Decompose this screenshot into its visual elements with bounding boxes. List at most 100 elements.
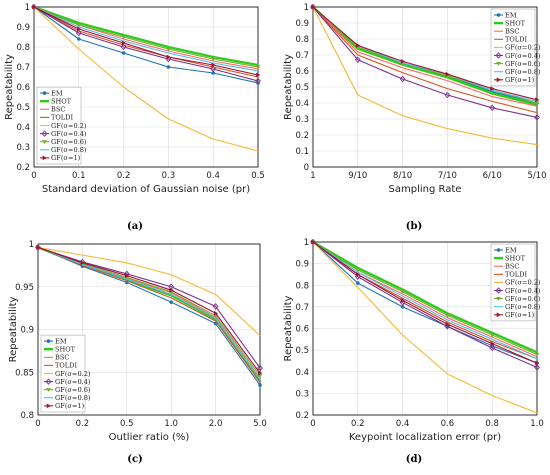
legend-marker-em-marker	[497, 248, 501, 252]
y-tick-label: 0.6	[295, 67, 309, 77]
y-tick-label: 0.6	[16, 83, 30, 93]
y-tick-label: 0.2	[295, 131, 309, 141]
legend-label: SHOT	[505, 19, 526, 27]
legend-marker-em-marker	[47, 339, 51, 343]
y-tick-label: 0.2	[16, 163, 30, 173]
y-axis-label: Repeatability	[283, 295, 294, 361]
y-tick-label: 0.4	[295, 368, 309, 378]
legend: EMSHOTBSCTOLDIGF(σ=0.2)GF(σ=0.4)GF(σ=0.6…	[37, 87, 87, 164]
x-tick-label: 1.0	[530, 419, 544, 429]
x-tick-label: 0	[31, 171, 36, 181]
legend-label: TOLDI	[51, 114, 73, 122]
legend-label: GF(σ=0.8)	[51, 146, 87, 154]
y-tick-label: 0.5	[295, 83, 309, 93]
legend-label: GF(σ=1)	[505, 311, 535, 319]
legend-label: GF(σ=1)	[51, 154, 81, 162]
y-tick-label: 0.4	[16, 123, 30, 133]
y-tick-label: 1	[29, 240, 34, 250]
x-tick-label: 0.1	[72, 171, 86, 181]
legend-label: SHOT	[505, 254, 526, 262]
legend-label: SHOT	[51, 98, 72, 106]
legend-label: BSC	[505, 28, 519, 36]
x-tick-label: 2.0	[209, 419, 223, 429]
y-tick-label: 0.8	[295, 281, 309, 291]
x-tick-label: 0.2	[351, 419, 365, 429]
x-tick-label: 0.2	[76, 419, 90, 429]
x-tick-label: 0.2	[117, 171, 131, 181]
y-tick-label: 0.7	[16, 63, 30, 73]
x-tick-label: 5.0	[253, 419, 267, 429]
x-tick-label: 0.4	[206, 171, 220, 181]
legend-label: GF(σ=1)	[55, 402, 85, 410]
legend-label: GF(σ=0.8)	[55, 394, 91, 402]
x-tick-label: 1.0	[164, 419, 178, 429]
y-tick-label: 0.7	[295, 303, 309, 313]
x-tick-label: 0	[310, 419, 315, 429]
legend: EMSHOTBSCTOLDIGF(σ=0.2)GF(σ=0.4)GF(σ=0.6…	[491, 244, 541, 321]
panel-label-a: (a)	[127, 221, 143, 232]
legend-label: EM	[505, 246, 517, 254]
y-tick-label: 0.9	[16, 23, 30, 33]
legend-label: GF(σ=0.6)	[51, 138, 87, 146]
y-tick-label: 0.4	[295, 99, 309, 109]
legend-label: GF(σ=0.2)	[505, 279, 541, 287]
y-tick-label: 1	[25, 3, 30, 13]
legend-label: GF(σ=0.4)	[505, 287, 541, 295]
x-axis-label: Standard deviation of Gaussian noise (pr…	[42, 184, 250, 195]
panel-label-d: (d)	[406, 454, 422, 465]
y-tick-label: 0.2	[295, 411, 309, 421]
y-tick-label: 1	[304, 3, 309, 13]
legend-label: GF(σ=0.4)	[505, 52, 541, 60]
legend: EMSHOTBSCTOLDIGF(σ=0.2)GF(σ=0.4)GF(σ=0.6…	[41, 335, 91, 412]
y-axis-label: Repeatability	[4, 54, 15, 120]
legend-label: GF(σ=0.8)	[505, 303, 541, 311]
x-tick-label: 9/10	[348, 171, 367, 181]
x-tick-label: 0	[35, 419, 40, 429]
panel-label-c: (c)	[127, 454, 143, 465]
y-axis-label: Repeatability	[8, 296, 19, 362]
y-tick-label: 0.9	[295, 260, 309, 270]
legend-marker-em-marker	[497, 13, 501, 17]
series-gf-sigma-0-4	[32, 4, 261, 83]
y-tick-label: 0.6	[295, 325, 309, 335]
legend-label: GF(σ=0.6)	[505, 60, 541, 68]
legend-label: GF(σ=0.4)	[51, 130, 87, 138]
y-tick-label: 0.8	[20, 411, 34, 421]
y-tick-label: 0.3	[295, 389, 309, 399]
legend-label: GF(σ=0.2)	[55, 370, 91, 378]
legend: EMSHOTBSCTOLDIGF(σ=0.2)GF(σ=0.4)GF(σ=0.6…	[491, 9, 541, 86]
y-tick-label: 0.9	[20, 326, 34, 336]
series-line-shot	[34, 7, 258, 65]
legend-label: GF(σ=0.4)	[55, 378, 91, 386]
x-axis-label: Sampling Rate	[389, 184, 462, 195]
x-tick-label: 0.5	[251, 171, 265, 181]
y-axis-label: Repeatability	[283, 54, 294, 120]
y-tick-label: 0.85	[15, 368, 34, 378]
legend-label: GF(σ=0.8)	[505, 68, 541, 76]
legend-label: TOLDI	[505, 36, 527, 44]
x-tick-label: 7/10	[438, 171, 457, 181]
y-tick-label: 0.8	[16, 43, 30, 53]
y-tick-label: 0.3	[16, 143, 30, 153]
y-tick-label: 0	[304, 163, 309, 173]
y-tick-label: 0.95	[15, 283, 34, 293]
x-tick-label: 1	[310, 171, 315, 181]
y-tick-label: 1	[304, 238, 309, 248]
legend-label: EM	[51, 89, 63, 97]
panel-label-b: (b)	[406, 221, 422, 232]
x-tick-label: 0.8	[485, 419, 499, 429]
x-axis-label: Keypoint localization error (pr)	[349, 432, 501, 443]
legend-label: GF(σ=0.6)	[505, 295, 541, 303]
x-tick-label: 0.5	[120, 419, 134, 429]
x-tick-label: 5/10	[527, 171, 546, 181]
legend-label: EM	[505, 11, 517, 19]
legend-label: TOLDI	[55, 362, 77, 370]
legend-label: BSC	[55, 354, 69, 362]
series-shot	[34, 7, 258, 65]
y-tick-label: 0.1	[295, 147, 309, 157]
y-tick-label: 0.3	[295, 115, 309, 125]
